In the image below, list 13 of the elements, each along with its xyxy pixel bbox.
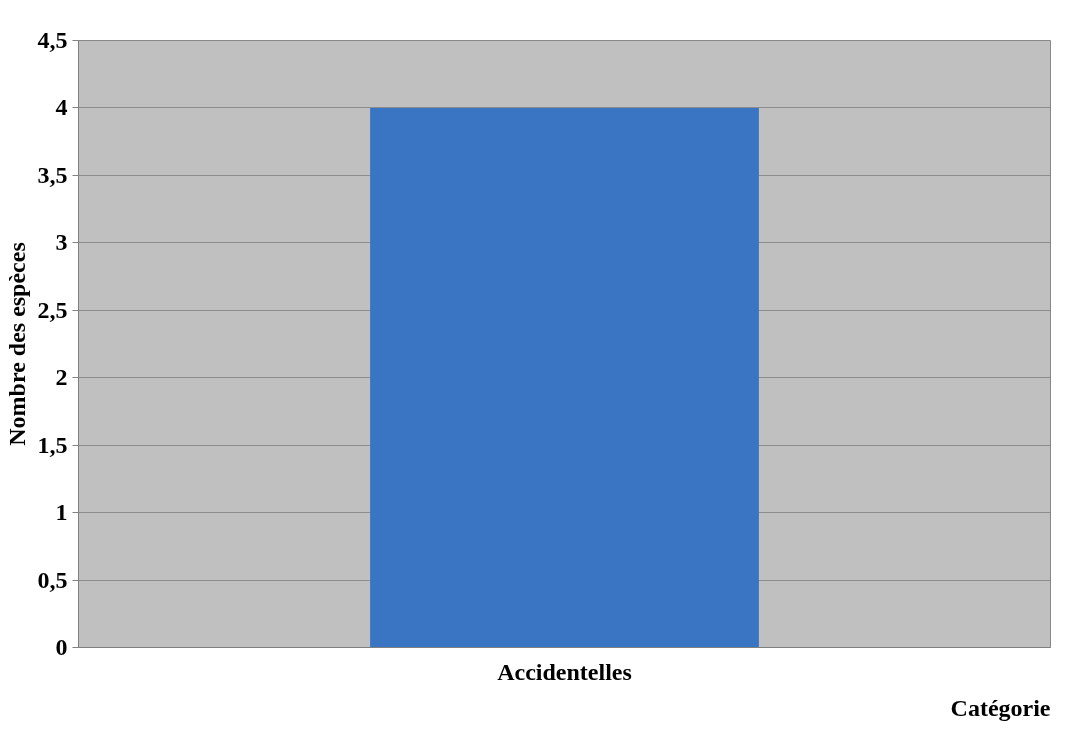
- y-tick-label: 1,5: [37, 431, 68, 458]
- y-tick-label: 0,5: [37, 566, 68, 593]
- x-tick-label: Accidentelles: [497, 658, 632, 685]
- y-tick-label: 2: [55, 364, 68, 391]
- y-tick-label: 0: [55, 634, 68, 660]
- y-tick-label: 3: [55, 229, 68, 256]
- y-tick-label: 4,5: [37, 27, 68, 53]
- y-axis-title: Nombre des espèces: [3, 242, 30, 446]
- y-tick-label: 4: [55, 94, 68, 121]
- y-tick-label: 3,5: [37, 161, 68, 188]
- x-axis-title: Catégorie: [950, 694, 1051, 721]
- y-tick-label: 1: [55, 499, 68, 526]
- y-tick-label: 2,5: [37, 296, 68, 323]
